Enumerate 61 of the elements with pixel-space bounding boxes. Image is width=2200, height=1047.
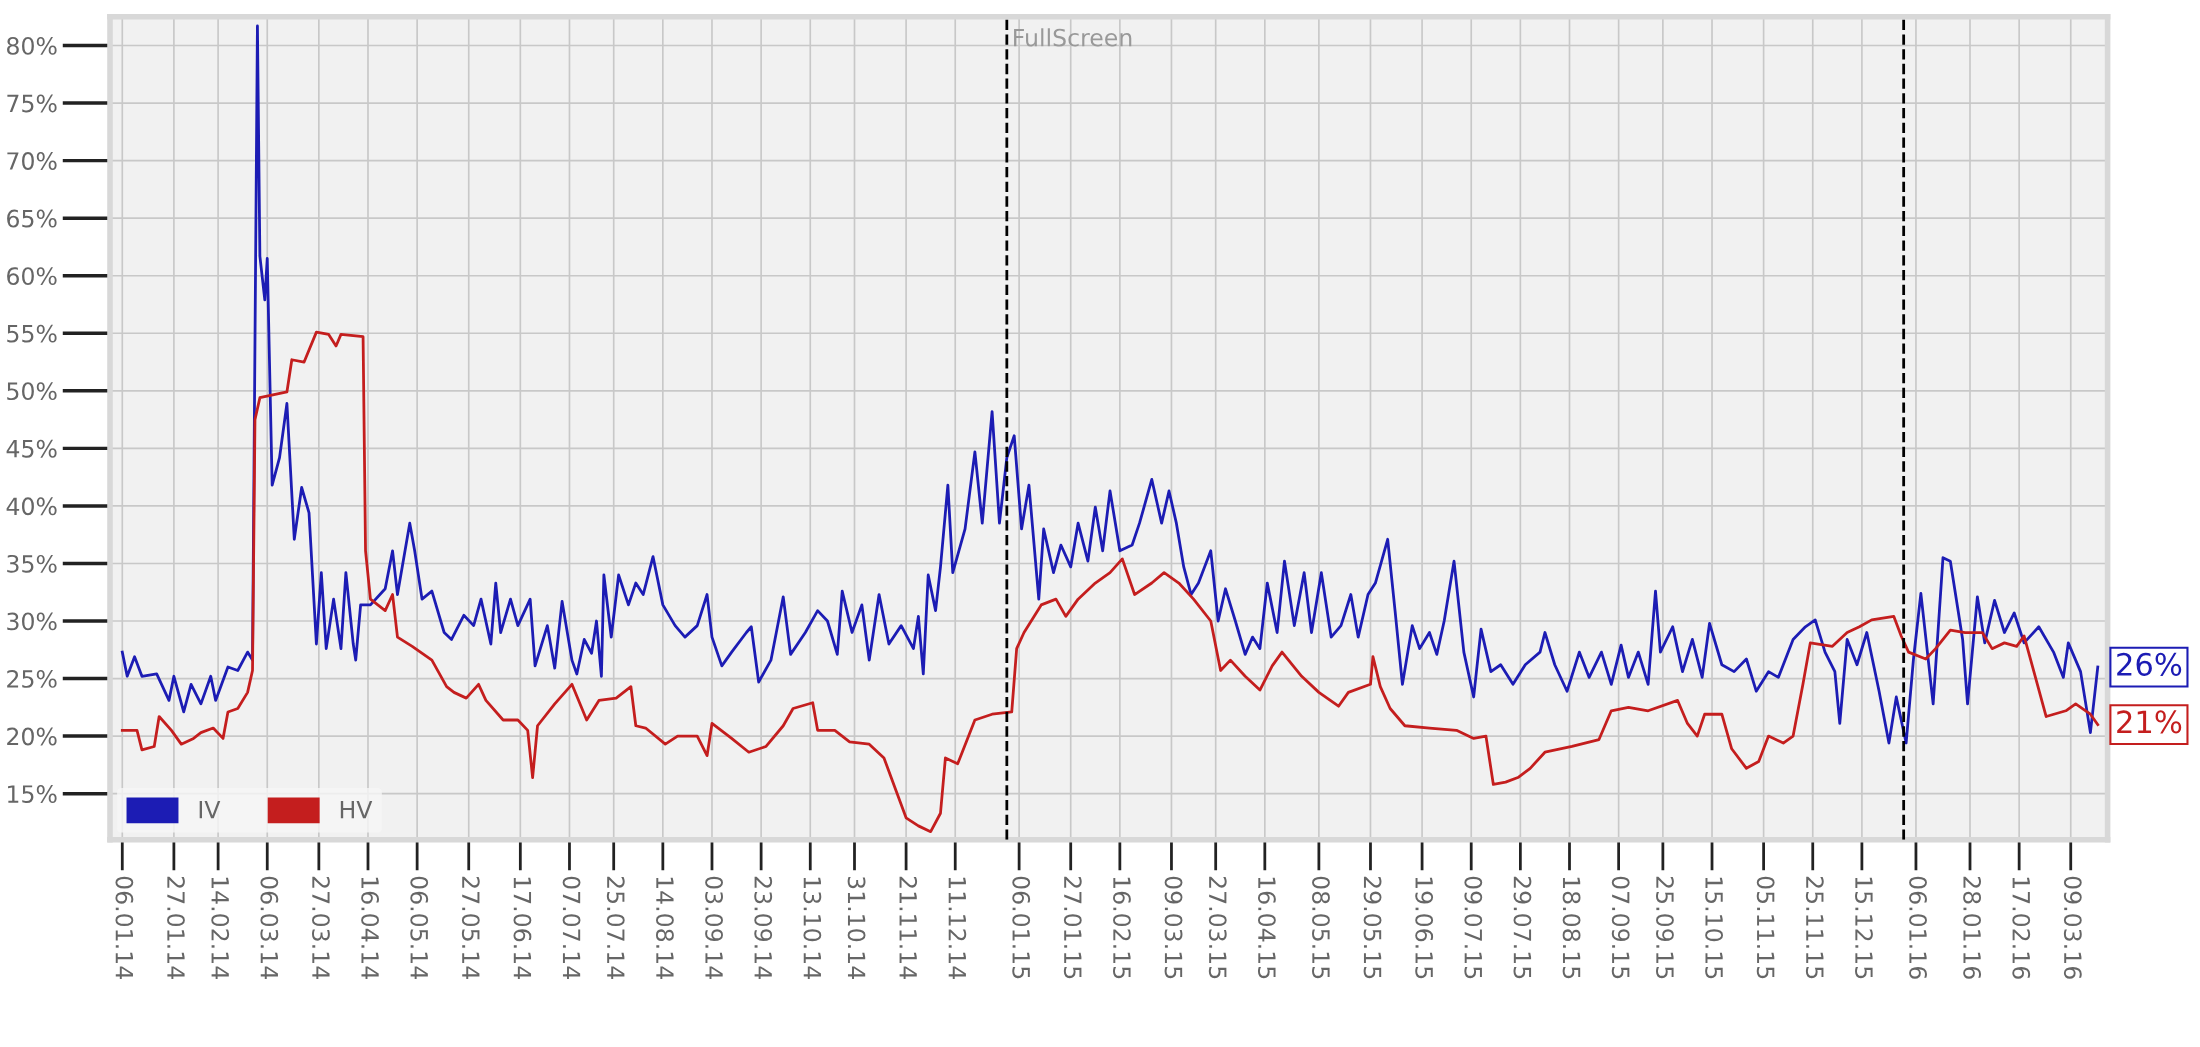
x-tick-label: 23.09.14 <box>754 876 773 979</box>
annotation: 21% <box>2117 710 2182 734</box>
x-tick-label: 27.01.15 <box>1063 876 1082 979</box>
x-tick-label: 11.12.14 <box>948 877 967 979</box>
x-tick-label: 08.05.15 <box>1312 876 1330 979</box>
legend-label: IV <box>199 800 221 819</box>
x-tick-label: 17.06.14 <box>513 877 532 979</box>
y-tick-label: 60% <box>7 267 57 286</box>
x-tick-label: 31.10.14 <box>847 876 866 979</box>
x-tick-label: 13.10.14 <box>803 877 822 979</box>
annotation: FullScreen <box>1014 28 1132 47</box>
y-tick-label: 30% <box>7 612 57 631</box>
x-tick-label: 09.03.16 <box>2063 876 2082 979</box>
y-tick-label: 65% <box>7 209 57 228</box>
y-tick-label: 80% <box>7 36 57 55</box>
x-tick-label: 16.04.14 <box>361 877 379 979</box>
x-tick-label: 16.04.15 <box>1257 877 1276 979</box>
x-tick-label: 29.07.15 <box>1513 876 1532 979</box>
x-tick-label: 25.07.14 <box>606 876 625 979</box>
x-tick-label: 16.02.15 <box>1113 877 1131 979</box>
x-tick-label: 15.10.15 <box>1705 877 1724 979</box>
legend-label: HV <box>340 800 373 819</box>
x-tick-label: 05.11.15 <box>1756 876 1775 979</box>
x-tick-label: 06.01.15 <box>1012 876 1031 979</box>
y-tick-label: 75% <box>7 94 57 113</box>
x-tick-label: 17.02.16 <box>2012 877 2031 979</box>
x-tick-label: 27.03.15 <box>1208 876 1227 979</box>
x-tick-label: 07.09.15 <box>1611 876 1630 979</box>
y-tick-label: 25% <box>7 670 57 688</box>
x-tick-label: 27.01.14 <box>167 876 185 979</box>
x-tick-label: 27.03.14 <box>312 876 330 979</box>
x-tick-label: 27.05.14 <box>461 876 480 979</box>
x-tick-label: 14.08.14 <box>655 877 674 979</box>
x-tick-label: 06.05.14 <box>410 876 429 979</box>
x-tick-label: 28.01.16 <box>1963 876 1982 979</box>
x-tick-label: 03.09.14 <box>705 876 723 979</box>
y-tick-label: 20% <box>7 727 57 746</box>
y-tick-label: 15% <box>8 785 57 803</box>
x-tick-label: 06.01.16 <box>1909 876 1927 979</box>
x-tick-label: 29.05.15 <box>1363 876 1382 979</box>
annotation: 26% <box>2117 652 2182 676</box>
x-tick-label: 25.11.15 <box>1805 876 1824 979</box>
line-series <box>120 330 2100 834</box>
x-tick-label: 19.06.15 <box>1415 877 1434 979</box>
x-tick-label: 06.01.14 <box>115 876 134 979</box>
x-tick-label: 21.11.14 <box>899 876 918 979</box>
x-tick-label: 15.12.15 <box>1855 877 1873 979</box>
x-tick-label: 07.07.14 <box>562 876 581 979</box>
y-tick-label: 50% <box>7 382 57 401</box>
line-series <box>120 24 2100 745</box>
x-tick-label: 06.03.14 <box>260 876 279 979</box>
y-tick-label: 40% <box>6 497 57 516</box>
x-tick-label: 18.08.15 <box>1562 877 1581 979</box>
x-tick-label: 25.09.15 <box>1656 876 1674 979</box>
y-tick-label: 55% <box>7 324 57 343</box>
y-tick-label: 70% <box>7 152 57 170</box>
x-tick-label: 09.07.15 <box>1464 876 1483 979</box>
y-tick-label: 45% <box>6 439 57 458</box>
y-tick-label: 35% <box>7 554 57 573</box>
x-tick-label: 09.03.15 <box>1164 876 1183 979</box>
x-tick-label: 14.02.14 <box>211 877 230 979</box>
